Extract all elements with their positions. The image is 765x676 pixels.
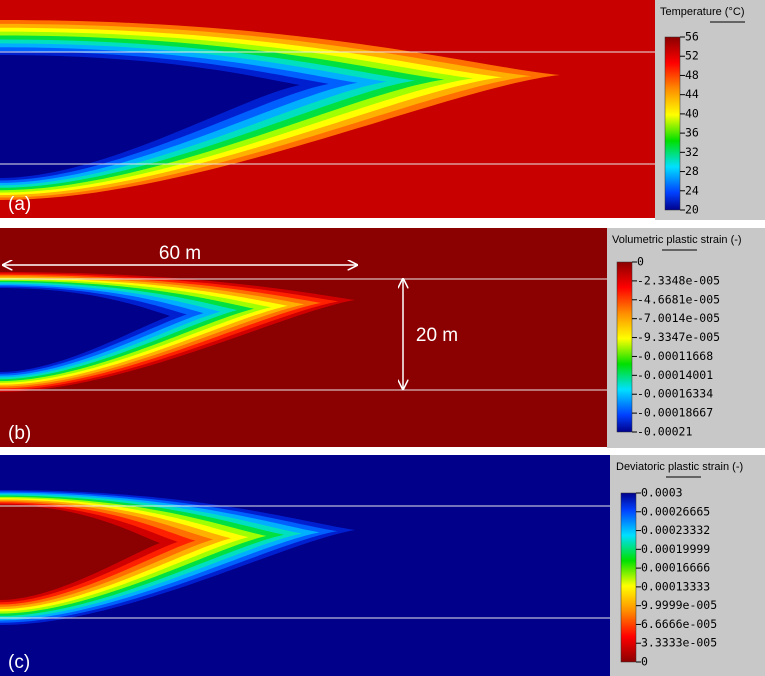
colorbar-tick-label: 0.00016666 [641, 561, 710, 575]
colorbar-title: Temperature (°C) [660, 6, 744, 18]
colorbar-tick-label: -7.0014e-005 [637, 311, 720, 325]
colorbar-tick-label: -2.3348e-005 [637, 273, 720, 287]
width-label: 60 m [159, 243, 201, 264]
colorbar-tick-label: -0.00021 [637, 425, 692, 439]
panel-label: (a) [8, 194, 31, 215]
colorbar [616, 261, 633, 433]
colorbar-tick-label: 0.00013333 [641, 579, 710, 593]
colorbar-tick-label: -0.00018667 [637, 406, 713, 420]
colorbar-tick-label: 0.0003 [641, 486, 683, 500]
colorbar-tick-label: 0.00019999 [641, 542, 710, 556]
colorbars: Temperature (°C) 56 52 48 44 40 36 32 28 24 20 Volu… [612, 6, 745, 669]
colorbar [620, 492, 637, 663]
colorbar-tick-label: 3.3333e-005 [641, 636, 717, 650]
colorbar-tick-label: 0 [637, 255, 644, 269]
colorbar-tick-label: 6.6666e-005 [641, 617, 717, 631]
colorbar-tick-label: 32 [685, 145, 699, 159]
colorbar-tick-label: 44 [685, 87, 699, 101]
colorbar-tick-label: 48 [685, 68, 699, 82]
colorbar-title: Volumetric plastic strain (-) [612, 234, 742, 246]
colorbar-tick-label: 20 [685, 203, 699, 217]
colorbar-tick-label: 0.00023332 [641, 523, 710, 537]
colorbar-tick-label: 52 [685, 49, 699, 63]
colorbar-tick-label: 0 [641, 655, 648, 669]
colorbar-tick-label: -0.00016334 [637, 387, 713, 401]
contour-band [0, 55, 300, 178]
colorbar-tick-label: -9.3347e-005 [637, 330, 720, 344]
panel-label: (b) [8, 423, 31, 444]
colorbar-tick-label: -4.6681e-005 [637, 292, 720, 306]
contour-band [0, 288, 170, 372]
colorbar [664, 36, 681, 211]
colorbar-tick-label: 24 [685, 183, 699, 197]
colorbar-tick-label: -0.00011668 [637, 349, 713, 363]
colorbar-tick-label: 56 [685, 30, 699, 44]
colorbar-title: Deviatoric plastic strain (-) [616, 461, 743, 473]
colorbar-tick-label: 0.00026665 [641, 504, 710, 518]
fields: (a) (b) (c) [0, 0, 655, 676]
colorbar-tick-label: 36 [685, 126, 699, 140]
colorbar-tick-label: 28 [685, 164, 699, 178]
height-label: 20 m [416, 325, 458, 346]
colorbar-tick-label: -0.00014001 [637, 368, 713, 382]
contour-band [0, 505, 160, 600]
panel-label: (c) [8, 652, 30, 673]
colorbar-tick-label: 40 [685, 106, 699, 120]
colorbar-tick-label: 9.9999e-005 [641, 598, 717, 612]
